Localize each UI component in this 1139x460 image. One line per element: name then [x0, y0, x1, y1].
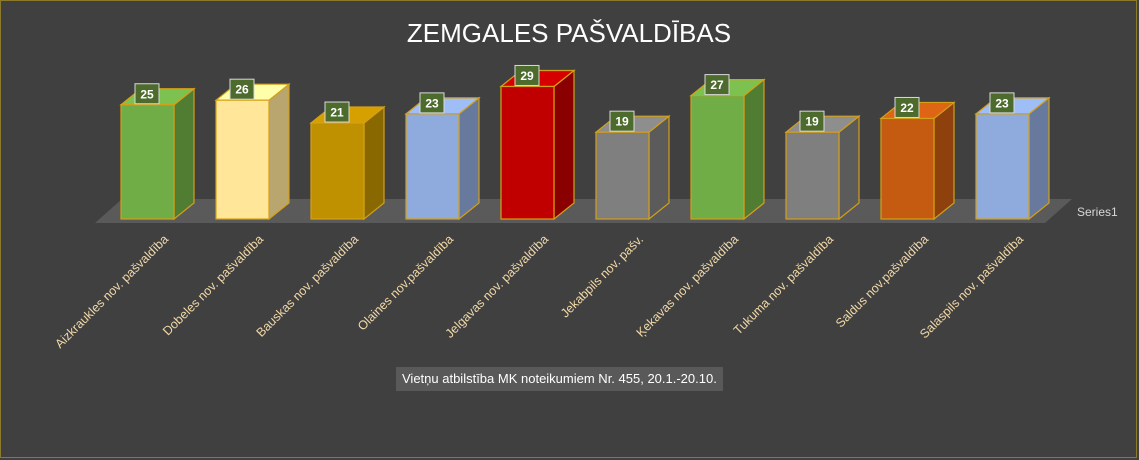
bar-side	[268, 82, 290, 221]
bar-side	[838, 114, 860, 221]
bar	[404, 96, 481, 221]
data-label: 19	[609, 110, 635, 132]
data-label-text: 25	[140, 87, 154, 101]
data-label-box	[229, 78, 255, 100]
data-label: 21	[324, 101, 350, 123]
bar	[974, 96, 1051, 221]
data-label: 27	[704, 74, 730, 96]
data-label-box	[324, 101, 350, 123]
data-label-box	[514, 64, 540, 86]
bar-side	[363, 105, 385, 221]
data-labels-group: 25 26 21 23 29 19 27 19 22 23	[134, 64, 1015, 132]
data-label-text: 26	[235, 83, 249, 97]
bar-side	[553, 69, 575, 221]
data-label-text: 23	[425, 96, 439, 110]
category-label: Dobeles nov. pašvaldība	[160, 232, 266, 338]
data-label: 29	[514, 64, 540, 86]
data-label: 25	[134, 83, 160, 105]
bar	[119, 87, 196, 221]
bar-front	[690, 95, 745, 220]
category-label: Olaines nov.pašvaldība	[355, 232, 456, 333]
data-label-box	[134, 83, 160, 105]
data-label-box	[704, 74, 730, 96]
bar-side	[1028, 96, 1050, 221]
category-label: Saldus nov.pašvaldība	[833, 232, 931, 330]
bar-front	[880, 117, 935, 220]
category-label: Ķekavas nov. pašvaldība	[634, 232, 742, 340]
bar-front	[405, 113, 460, 220]
data-label-box	[799, 110, 825, 132]
bar-front	[595, 131, 650, 220]
data-label-text: 22	[900, 101, 914, 115]
bars-group	[119, 69, 1051, 221]
data-label-text: 19	[615, 115, 629, 129]
bar-side	[743, 78, 765, 221]
bar	[309, 105, 386, 221]
category-label: Salaspils nov. pašvaldība	[917, 232, 1026, 341]
bar-front	[975, 113, 1030, 220]
category-label: Bauskas nov. pašvaldība	[254, 232, 362, 340]
category-label: Tukuma nov. pašvaldība	[731, 232, 836, 337]
data-label-text: 29	[520, 69, 534, 83]
bar-front	[500, 85, 555, 220]
data-label: 26	[229, 78, 255, 100]
data-label: 23	[989, 92, 1015, 114]
data-label-box	[609, 110, 635, 132]
data-label-text: 21	[330, 106, 344, 120]
data-label-text: 27	[710, 78, 724, 92]
data-label: 23	[419, 92, 445, 114]
bar	[879, 101, 956, 221]
bar-front	[310, 122, 365, 220]
chart-annotation: Vietņu atbilstība MK noteikumiem Nr. 455…	[396, 367, 723, 391]
bar-front	[120, 104, 175, 220]
data-label: 22	[894, 96, 920, 118]
data-label-box	[894, 96, 920, 118]
data-label-box	[989, 92, 1015, 114]
data-label-text: 23	[995, 96, 1009, 110]
chart-title: ZEMGALES PAŠVALDĪBAS	[407, 18, 731, 48]
bar-side	[458, 96, 480, 221]
bar-front	[785, 131, 840, 220]
category-label: Aizkraukles nov. pašvaldība	[52, 232, 171, 351]
bar	[499, 69, 576, 221]
bar-front	[215, 99, 270, 220]
bar-side	[933, 101, 955, 221]
data-label-text: 19	[805, 115, 819, 129]
series-axis-label: Series1	[1077, 205, 1118, 219]
bar-side	[648, 114, 670, 221]
data-label: 19	[799, 110, 825, 132]
bar	[689, 78, 766, 221]
bar-side	[173, 87, 195, 221]
bar	[214, 82, 291, 221]
category-label: Jelgavas nov. pašvaldība	[443, 232, 552, 341]
category-label: Jekabpils nov. pašv.	[558, 232, 646, 320]
data-label-box	[419, 92, 445, 114]
